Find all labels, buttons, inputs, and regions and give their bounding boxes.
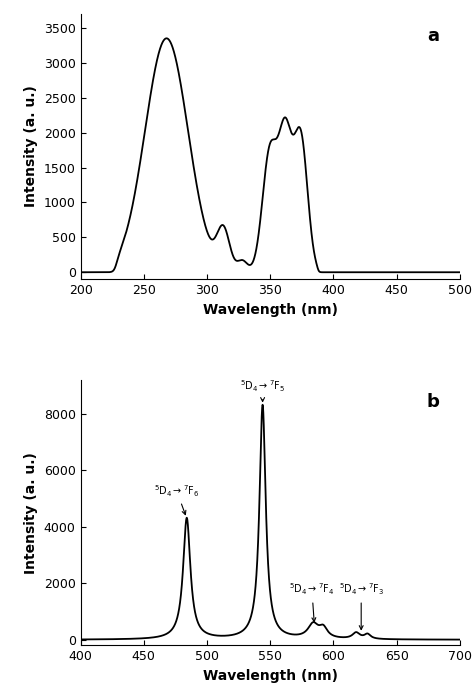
Text: a: a	[427, 27, 439, 45]
Text: $^5$D$_4$$\rightarrow$$^7$F$_6$: $^5$D$_4$$\rightarrow$$^7$F$_6$	[154, 483, 199, 515]
X-axis label: Wavelength (nm): Wavelength (nm)	[203, 669, 337, 683]
X-axis label: Wavelength (nm): Wavelength (nm)	[203, 303, 337, 316]
Text: $^5$D$_4$$\rightarrow$$^7$F$_5$: $^5$D$_4$$\rightarrow$$^7$F$_5$	[240, 379, 285, 401]
Text: $^5$D$_4$$\rightarrow$$^7$F$_3$: $^5$D$_4$$\rightarrow$$^7$F$_3$	[338, 582, 384, 629]
Text: b: b	[427, 393, 440, 412]
Y-axis label: Intensity (a. u.): Intensity (a. u.)	[24, 452, 38, 574]
Y-axis label: Intensity (a. u.): Intensity (a. u.)	[24, 85, 38, 208]
Text: $^5$D$_4$$\rightarrow$$^7$F$_4$: $^5$D$_4$$\rightarrow$$^7$F$_4$	[289, 582, 335, 622]
